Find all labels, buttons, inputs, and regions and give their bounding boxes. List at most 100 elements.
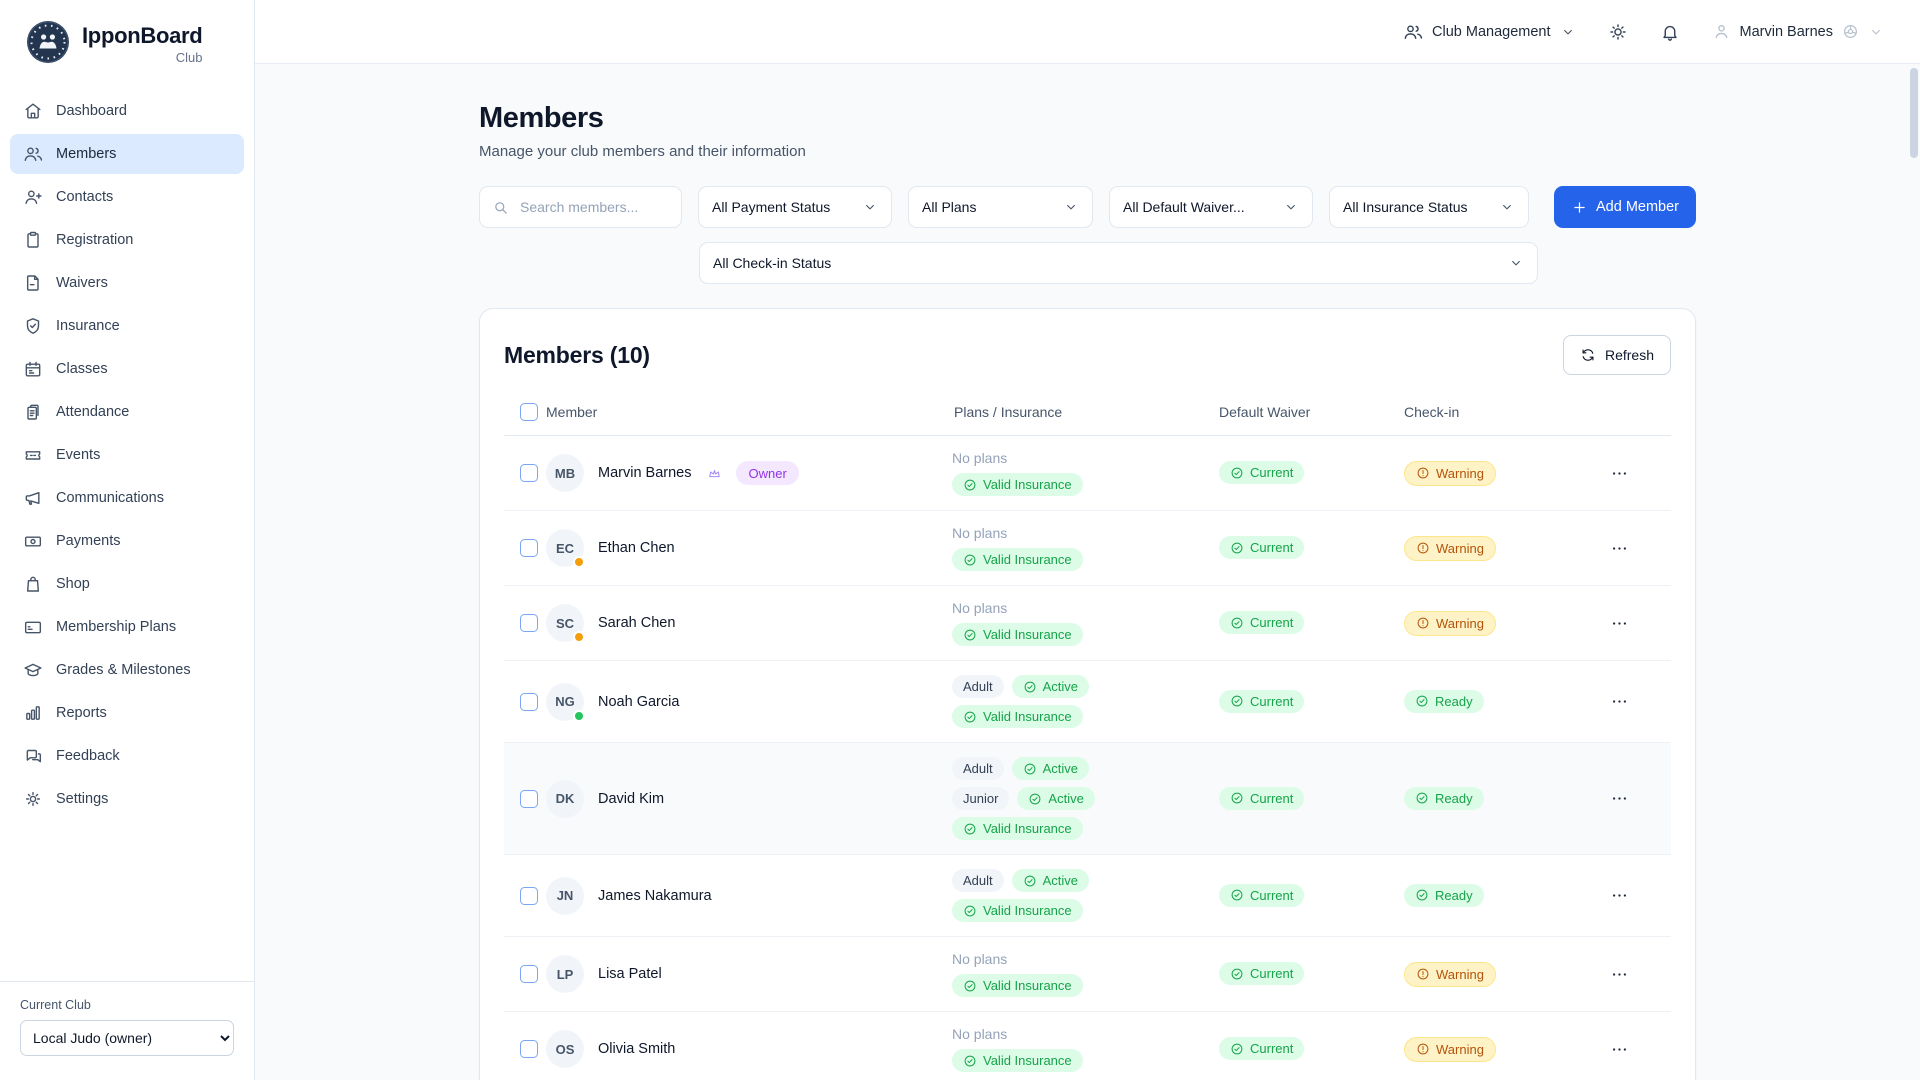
member-name: Ethan Chen	[598, 540, 675, 556]
row-checkbox[interactable]	[520, 886, 538, 905]
sidebar-item-classes[interactable]: Classes	[10, 349, 244, 389]
message-circle-icon	[23, 746, 43, 766]
member-name: Sarah Chen	[598, 615, 676, 631]
sidebar-item-label: Feedback	[56, 748, 120, 764]
search-input[interactable]	[518, 198, 669, 216]
row-menu-button[interactable]	[1604, 880, 1635, 911]
check-circle-icon	[963, 553, 977, 567]
waiver-cell: Current	[1217, 536, 1402, 560]
sidebar-item-settings[interactable]: Settings	[10, 779, 244, 819]
sidebar-item-dashboard[interactable]: Dashboard	[10, 91, 244, 131]
sidebar-item-label: Events	[56, 447, 101, 463]
theme-toggle-button[interactable]	[1608, 22, 1628, 42]
row-menu-button[interactable]	[1604, 608, 1635, 639]
sidebar-item-label: Communications	[56, 490, 164, 506]
avatar: OS	[546, 1030, 584, 1068]
insurance-badge: Valid Insurance	[952, 974, 1083, 997]
sidebar-item-reports[interactable]: Reports	[10, 693, 244, 733]
no-plans-text: No plans	[952, 525, 1008, 541]
avatar: MB	[546, 454, 584, 492]
check-circle-icon	[963, 478, 977, 492]
check-circle-icon	[1415, 888, 1429, 902]
sidebar-item-grades-milestones[interactable]: Grades & Milestones	[10, 650, 244, 690]
plans-cell: Adult Active Junior Active Valid Insurance	[952, 757, 1217, 840]
row-checkbox[interactable]	[520, 1040, 538, 1058]
refresh-button[interactable]: Refresh	[1562, 335, 1671, 375]
select-all-checkbox[interactable]	[520, 403, 538, 421]
insurance-badge: Valid Insurance	[952, 473, 1083, 496]
sidebar-item-feedback[interactable]: Feedback	[10, 736, 244, 776]
insurance-badge: Valid Insurance	[952, 705, 1083, 728]
row-checkbox[interactable]	[520, 614, 538, 632]
current-club-label: Current Club	[20, 998, 91, 1012]
member-row-james-nakamura: JN James Nakamura Adult Active Valid Insuran…	[504, 855, 1671, 937]
insurance-badge: Valid Insurance	[952, 1049, 1083, 1072]
waiver-badge: Current	[1219, 883, 1305, 907]
plans-cell: No plans Valid Insurance	[952, 1026, 1217, 1072]
sidebar-item-waivers[interactable]: Waivers	[10, 263, 244, 303]
clipboard-icon	[23, 230, 43, 250]
sidebar-item-label: Insurance	[56, 318, 120, 334]
sidebar-item-contacts[interactable]: Contacts	[10, 177, 244, 217]
member-row-sarah-chen: SC Sarah Chen No plans Valid Insurance Curre…	[504, 586, 1671, 661]
checkin-badge: Warning	[1404, 460, 1496, 486]
waiver-badge: Current	[1219, 536, 1305, 560]
row-menu-button[interactable]	[1604, 959, 1635, 990]
row-menu-button[interactable]	[1604, 533, 1635, 564]
filter-dropdown-all-plans[interactable]: All Plans	[908, 186, 1093, 228]
check-circle-icon	[1230, 541, 1244, 555]
table-body: MB Marvin Barnes Owner No plans Valid Insura…	[504, 436, 1671, 1080]
filter-dropdown-all-payment-status[interactable]: All Payment Status	[698, 186, 892, 228]
scrollbar-thumb[interactable]	[1910, 68, 1918, 158]
waiver-cell: Current	[1217, 461, 1402, 485]
add-member-button[interactable]: Add Member	[1553, 186, 1696, 228]
plans-cell: Adult Active Valid Insurance	[952, 675, 1217, 728]
waiver-cell: Current	[1217, 611, 1402, 635]
check-circle-icon	[1230, 967, 1244, 981]
row-menu-button[interactable]	[1604, 783, 1635, 814]
row-menu-button[interactable]	[1604, 686, 1635, 717]
no-plans-text: No plans	[952, 1026, 1008, 1042]
checkin-cell: Warning	[1402, 961, 1567, 987]
member-name: David Kim	[598, 790, 665, 807]
sidebar-item-insurance[interactable]: Insurance	[10, 306, 244, 346]
waiver-cell: Current	[1217, 962, 1402, 986]
sidebar-item-members[interactable]: Members	[10, 134, 244, 174]
plan-status-badge: Active	[1011, 869, 1090, 892]
row-checkbox[interactable]	[520, 464, 538, 482]
row-checkbox[interactable]	[520, 789, 538, 808]
sidebar-item-label: Payments	[56, 533, 121, 549]
club-select[interactable]: Local Judo (owner)	[20, 1020, 234, 1056]
plans-cell: No plans Valid Insurance	[952, 951, 1217, 997]
sidebar-item-membership-plans[interactable]: Membership Plans	[10, 607, 244, 647]
club-management-menu[interactable]: Club Management	[1403, 22, 1576, 42]
row-checkbox[interactable]	[520, 539, 538, 557]
sidebar-item-shop[interactable]: Shop	[10, 564, 244, 604]
alert-circle-icon	[1416, 1042, 1430, 1056]
row-menu-button[interactable]	[1604, 458, 1635, 489]
row-checkbox[interactable]	[520, 965, 538, 983]
sidebar-item-events[interactable]: Events	[10, 435, 244, 475]
sidebar-item-attendance[interactable]: Attendance	[10, 392, 244, 432]
checkin-cell: Ready	[1402, 786, 1567, 811]
club-management-label: Club Management	[1432, 23, 1551, 40]
plans-cell: Adult Active Valid Insurance	[952, 869, 1217, 922]
sidebar-item-registration[interactable]: Registration	[10, 220, 244, 260]
filter-dropdown-all-insurance-status[interactable]: All Insurance Status	[1329, 186, 1529, 228]
file-text-icon	[23, 273, 43, 293]
row-menu-button[interactable]	[1604, 1034, 1635, 1065]
chevron-down-icon	[1063, 199, 1079, 215]
sidebar-item-label: Members	[56, 146, 117, 162]
sidebar-item-communications[interactable]: Communications	[10, 478, 244, 518]
notifications-bell-button[interactable]	[1660, 22, 1680, 42]
member-row-olivia-smith: OS Olivia Smith No plans Valid Insurance Cur…	[504, 1012, 1671, 1080]
user-menu[interactable]: Marvin Barnes	[1712, 22, 1884, 41]
sidebar: IpponBoard Club Dashboard Members Contacts…	[0, 0, 255, 1080]
check-circle-icon	[1230, 791, 1244, 805]
sidebar-item-label: Attendance	[56, 404, 130, 420]
sidebar-item-payments[interactable]: Payments	[10, 521, 244, 561]
row-checkbox[interactable]	[520, 692, 538, 711]
filter-dropdown-all-default-waiver[interactable]: All Default Waiver...	[1109, 186, 1313, 228]
checkin-status-dropdown[interactable]: All Check-in Status	[699, 242, 1538, 284]
